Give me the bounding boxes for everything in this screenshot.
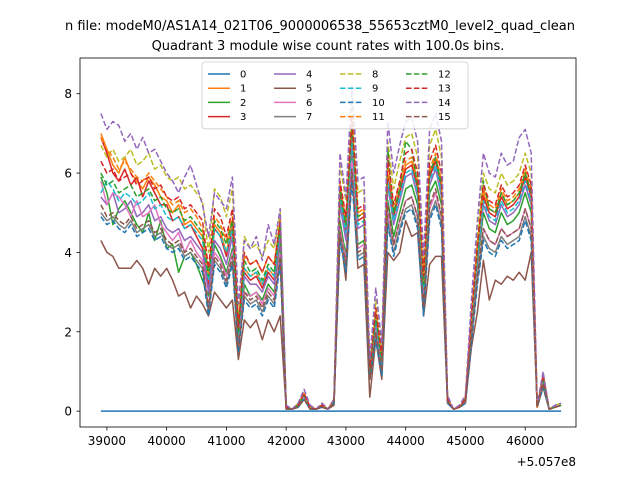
- legend-box: [201, 61, 469, 130]
- legend-label-4: 4: [306, 70, 312, 81]
- x-tick-label-40000: 40000: [148, 434, 186, 448]
- legend-label-10: 10: [372, 98, 385, 109]
- axes-frame: [79, 57, 577, 428]
- legend-label-13: 13: [438, 84, 451, 95]
- y-tick-label-0: 0: [64, 405, 72, 419]
- legend-label-11: 11: [372, 112, 385, 123]
- series-line-13: [100, 116, 562, 410]
- x-tick-label-42000: 42000: [267, 434, 305, 448]
- series-line-8: [100, 100, 562, 410]
- x-tick-label-43000: 43000: [327, 434, 365, 448]
- x-tick-label-46000: 46000: [506, 434, 544, 448]
- legend-label-2: 2: [240, 98, 246, 109]
- series-line-14: [100, 85, 562, 410]
- chart-title: Quadrant 3 module wise count rates with …: [152, 39, 505, 54]
- y-tick-label-2: 2: [64, 325, 72, 339]
- figure-suptitle: n file: modeM0/AS1A14_021T06_9000006538_…: [65, 19, 575, 34]
- legend-label-1: 1: [240, 84, 246, 95]
- x-axis-offset-label: +5.057e8: [517, 455, 576, 469]
- y-tick-label-4: 4: [64, 246, 72, 260]
- legend-label-9: 9: [372, 84, 378, 95]
- x-tick-label-41000: 41000: [207, 434, 245, 448]
- x-tick-label-44000: 44000: [387, 434, 425, 448]
- series-line-15: [100, 168, 562, 410]
- legend-label-14: 14: [438, 98, 451, 109]
- legend-label-12: 12: [438, 70, 451, 81]
- legend-label-6: 6: [306, 98, 312, 109]
- legend-label-8: 8: [372, 70, 378, 81]
- series-group: [100, 85, 562, 412]
- x-tick-label-39000: 39000: [88, 434, 126, 448]
- legend-label-5: 5: [306, 84, 312, 95]
- legend-label-3: 3: [240, 112, 246, 123]
- y-tick-label-6: 6: [64, 167, 72, 181]
- legend-label-7: 7: [306, 112, 312, 123]
- x-tick-label-45000: 45000: [446, 434, 484, 448]
- legend-label-0: 0: [240, 70, 246, 81]
- y-tick-label-8: 8: [64, 87, 72, 101]
- series-line-10: [100, 180, 562, 410]
- legend-label-15: 15: [438, 112, 451, 123]
- plot-area: 39000 40000 41000 42000 43000 44000 45000 46000…: [64, 57, 577, 448]
